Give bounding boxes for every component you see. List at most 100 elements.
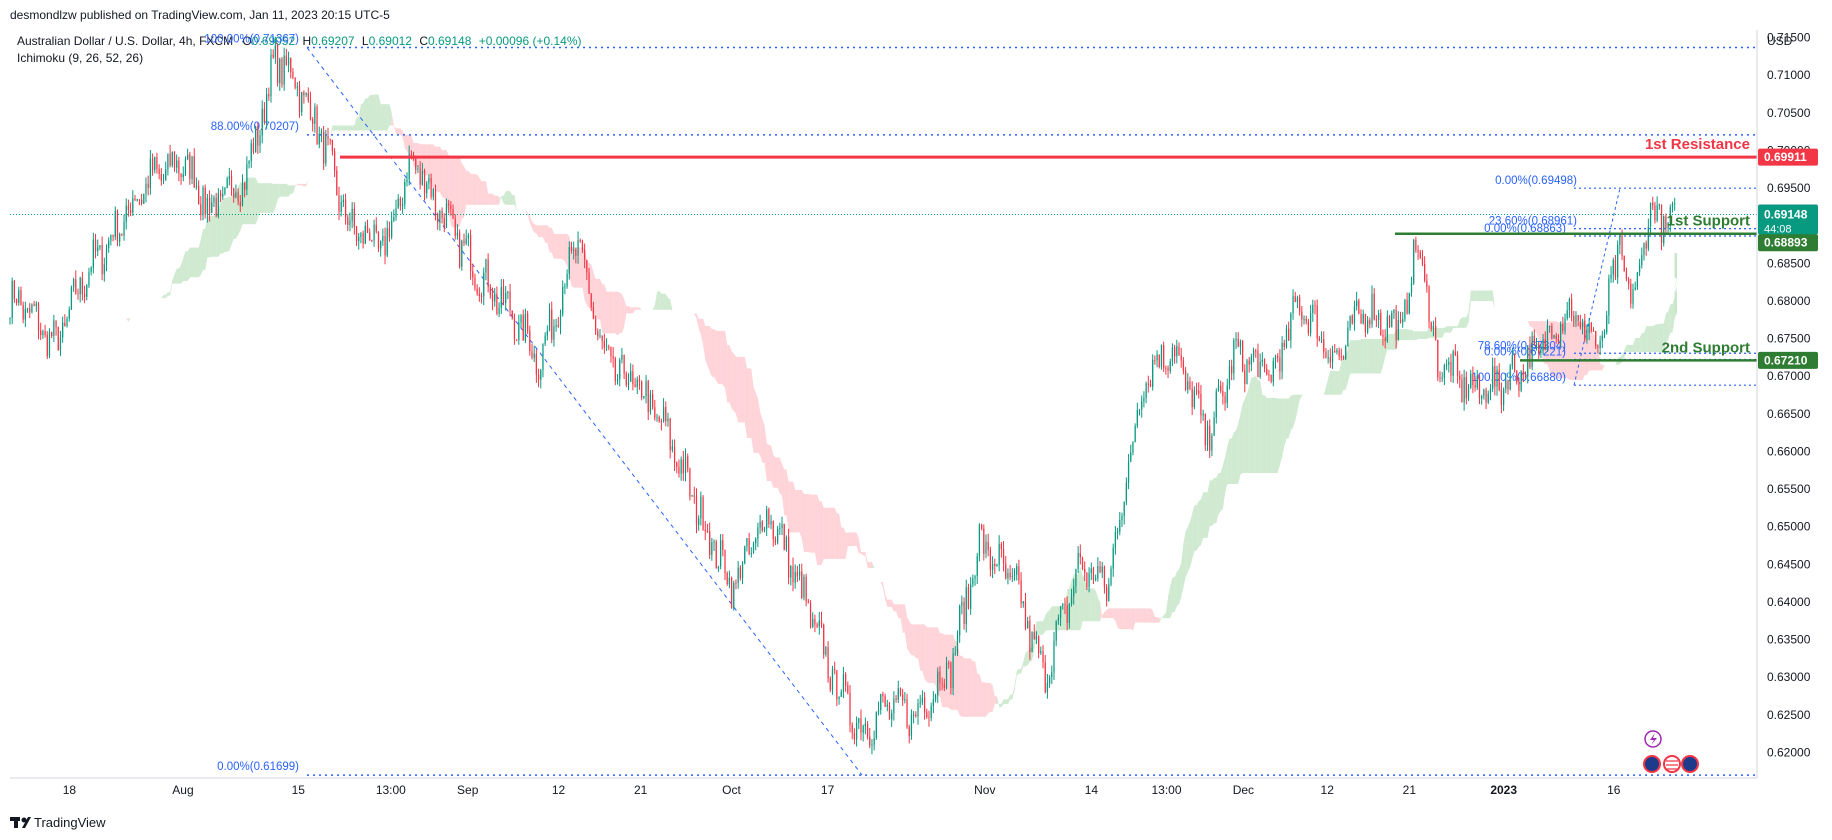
candle	[323, 126, 325, 170]
cloud-segment	[207, 216, 210, 258]
candle	[555, 318, 557, 332]
cloud-segment	[380, 104, 383, 131]
cloud-segment	[1446, 326, 1449, 333]
cloud-segment	[810, 494, 813, 553]
candle-body	[1305, 318, 1307, 322]
candle	[1356, 291, 1358, 311]
candle	[1518, 377, 1520, 398]
candle-body	[662, 407, 665, 422]
candle	[1592, 327, 1595, 333]
candle-body	[1656, 205, 1658, 221]
cloud-segment	[1282, 398, 1285, 457]
candle-body	[1042, 651, 1044, 663]
candle-body	[452, 208, 454, 219]
candle	[1452, 349, 1454, 383]
candle-body	[294, 77, 296, 88]
candle-body	[37, 303, 40, 331]
candle-body	[86, 285, 88, 297]
candle-body	[794, 571, 796, 583]
candle	[1108, 577, 1110, 602]
cloud-segment	[595, 278, 598, 320]
cloud-segment	[485, 181, 489, 205]
candle	[866, 721, 869, 740]
candle-body	[171, 151, 173, 166]
cloud-segment	[253, 177, 256, 225]
candle-body	[860, 718, 862, 733]
au-flag-icon-2[interactable]	[1681, 755, 1699, 773]
cloud-segment	[1189, 513, 1193, 568]
us-flag-icon[interactable]	[1663, 755, 1681, 773]
level-label: 1st Resistance	[1645, 136, 1750, 153]
candle	[1638, 258, 1641, 277]
tradingview-logo[interactable]	[10, 817, 31, 828]
candle	[952, 647, 954, 696]
candle-body	[1476, 375, 1478, 388]
candle	[647, 379, 649, 421]
candle	[1575, 311, 1577, 328]
cloud-segment	[968, 658, 971, 717]
candle	[1456, 351, 1459, 384]
fib-trend-line	[306, 47, 863, 776]
candle-body	[1362, 313, 1364, 324]
candle	[1404, 298, 1406, 322]
candle	[114, 206, 116, 241]
candle-body	[542, 344, 544, 371]
candle-body	[1224, 396, 1226, 404]
candle	[1252, 347, 1255, 363]
candle	[222, 186, 224, 200]
candle-body	[1020, 580, 1022, 604]
candle	[259, 129, 261, 153]
candle	[1180, 347, 1182, 368]
candle	[1588, 318, 1590, 341]
candle	[1492, 357, 1494, 392]
cloud-segment	[439, 146, 443, 198]
candle-body	[274, 44, 277, 58]
cloud-segment	[1341, 356, 1344, 395]
candle-body	[1404, 299, 1406, 319]
candle	[140, 193, 143, 206]
candle	[798, 563, 801, 581]
candle	[364, 221, 366, 245]
candle-body	[62, 322, 64, 338]
candle-body	[937, 671, 939, 696]
candle-body	[426, 183, 428, 194]
candle-body	[733, 582, 735, 609]
cloud-segment	[803, 493, 807, 553]
candle	[248, 160, 250, 169]
candle	[823, 623, 825, 659]
candle-body	[1301, 311, 1303, 320]
candle-body	[11, 280, 13, 318]
candle-body	[761, 521, 763, 531]
candle	[62, 316, 64, 343]
candle	[1366, 315, 1369, 335]
event-markers[interactable]	[1643, 730, 1699, 773]
candle	[195, 177, 198, 190]
cloud-segment	[617, 291, 620, 336]
candle-body	[1152, 359, 1154, 387]
candle-body	[200, 204, 202, 215]
candle	[564, 283, 566, 295]
cloud-segment	[260, 183, 263, 213]
candle	[1463, 369, 1465, 411]
cloud-segment	[464, 166, 467, 218]
candle	[1163, 341, 1165, 372]
candle	[777, 525, 779, 545]
candle	[154, 156, 156, 174]
candle	[1145, 381, 1147, 404]
candle	[1244, 364, 1246, 393]
candle	[134, 194, 136, 201]
cloud-segment	[832, 507, 835, 559]
cloud-segment	[1137, 608, 1140, 623]
cloud-segment	[514, 195, 517, 211]
support2-price-tag-bg	[1758, 351, 1818, 369]
candle	[316, 104, 318, 145]
au-flag-icon[interactable]	[1643, 755, 1661, 773]
cloud-segment	[694, 313, 697, 319]
candle	[211, 194, 213, 214]
cloud-segment	[1016, 668, 1020, 676]
candle	[1388, 314, 1391, 328]
cloud-segment	[1615, 357, 1618, 366]
candle	[614, 356, 616, 386]
cloud-segment	[1251, 377, 1254, 474]
